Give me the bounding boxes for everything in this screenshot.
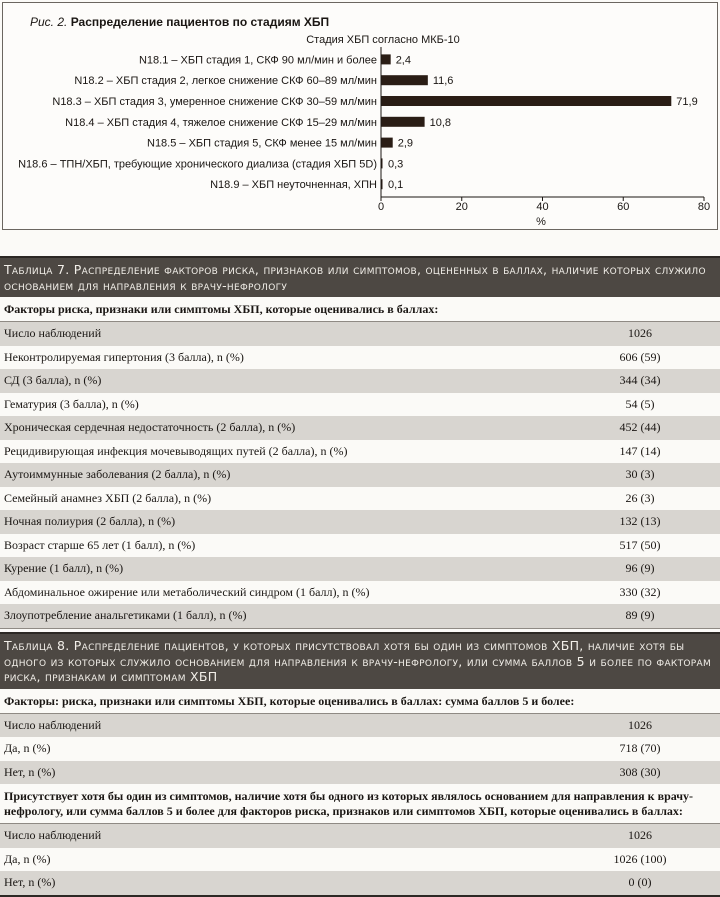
row-label: Число наблюдений <box>4 326 102 341</box>
figure-caption-prefix: Рис. 2. <box>30 15 68 29</box>
row-value: 517 (50) <box>619 537 661 552</box>
bar <box>381 179 383 190</box>
table-7-title: Таблица 7. Распределение факторов риска,… <box>0 256 720 297</box>
category-label: N18.6 – ТПН/ХБП, требующие хронического … <box>18 158 377 170</box>
data-label: 0,1 <box>388 179 403 191</box>
row-label: Ночная полиурия (2 балла), n (%) <box>4 514 176 529</box>
table-row: Семейный анамнез ХБП (2 балла), n (%) 26 … <box>0 487 720 511</box>
table-row: Абдоминальное ожирение или метаболически… <box>0 581 720 605</box>
category-label: N18.1 – ХБП стадия 1, СКФ 90 мл/мин и бо… <box>139 54 377 66</box>
bar <box>381 75 428 86</box>
data-label: 2,4 <box>396 54 411 66</box>
x-axis-label: % <box>536 216 546 228</box>
table-row: Гематурия (3 балла), n (%) 54 (5) <box>0 393 720 417</box>
row-value: 718 (70) <box>619 741 661 756</box>
table-row: Аутоиммунные заболевания (2 балла), n (%… <box>0 463 720 487</box>
category-label: N18.5 – ХБП стадия 5, СКФ менее 15 мл/ми… <box>147 138 377 150</box>
table-row: Рецидивирующая инфекция мочевыводящих пу… <box>0 440 720 464</box>
row-label: Нет, n (%) <box>4 764 56 779</box>
category-label: N18.2 – ХБП стадия 2, легкое снижение СК… <box>74 75 377 87</box>
row-value: 344 (34) <box>619 373 661 388</box>
table-row: СД (3 балла), n (%) 344 (34) <box>0 369 720 393</box>
table-row: Неконтролируемая гипертония (3 балла), n… <box>0 346 720 370</box>
row-value: 132 (13) <box>619 514 661 529</box>
row-value: 54 (5) <box>625 396 655 411</box>
row-label: Неконтролируемая гипертония (3 балла), n… <box>4 349 244 364</box>
table-row: Число наблюдений 1026 <box>0 322 720 346</box>
row-label: Число наблюдений <box>4 717 102 732</box>
table-8-subheader-2: Присутствует хотя бы один из симптомов, … <box>0 784 720 824</box>
table-row: Нет, n (%) 308 (30) <box>0 760 720 784</box>
category-label: N18.3 – ХБП стадия 3, умеренное снижение… <box>52 96 377 108</box>
row-label: Нет, n (%) <box>4 875 56 890</box>
bar <box>381 158 383 169</box>
table-row: Возраст старше 65 лет (1 балл), n (%) 517… <box>0 534 720 558</box>
data-label: 11,6 <box>433 75 454 87</box>
row-value: 1026 <box>628 326 652 341</box>
row-value: 1026 <box>628 828 652 843</box>
table-row: Ночная полиурия (2 балла), n (%) 132 (13) <box>0 510 720 534</box>
row-label: Гематурия (3 балла), n (%) <box>4 396 139 411</box>
row-value: 147 (14) <box>619 443 661 458</box>
table-row: Злоупотребление анальгетиками (1 балл), … <box>0 604 720 628</box>
figure-box: Рис. 2. Распределение пациентов по стади… <box>2 2 718 230</box>
x-tick-label: 80 <box>698 201 710 213</box>
table-row: Число наблюдений 1026 <box>0 713 720 737</box>
data-label: 0,3 <box>388 158 403 170</box>
x-tick-label: 60 <box>617 201 629 213</box>
table-row: Нет, n (%) 0 (0) <box>0 871 720 895</box>
row-label: Возраст старше 65 лет (1 балл), n (%) <box>4 537 196 552</box>
data-label: 10,8 <box>430 117 451 129</box>
row-value: 26 (3) <box>625 490 655 505</box>
row-value: 0 (0) <box>628 875 652 890</box>
table-7-subheader: Факторы риска, признаки или симптомы ХБП… <box>0 297 720 322</box>
row-label: Число наблюдений <box>4 828 102 843</box>
table-row: Да, n (%) 718 (70) <box>0 737 720 761</box>
table-row: Хроническая сердечная недостаточность (2… <box>0 416 720 440</box>
bar <box>381 137 393 148</box>
row-label: Абдоминальное ожирение или метаболически… <box>4 584 370 599</box>
row-label: Да, n (%) <box>4 851 51 866</box>
bar-chart: Стадия ХБП согласно МКБ-10 % N18.1 – ХБП… <box>18 34 710 228</box>
row-value: 89 (9) <box>625 608 655 623</box>
table-7: Таблица 7. Распределение факторов риска,… <box>0 256 720 629</box>
category-label: N18.4 – ХБП стадия 4, тяжелое снижение С… <box>65 117 377 129</box>
data-label: 2,9 <box>398 138 413 150</box>
figure-caption-text: Распределение пациентов по стадиям ХБП <box>70 15 330 29</box>
bar <box>381 116 425 127</box>
row-value: 1026 <box>628 717 652 732</box>
row-label: Да, n (%) <box>4 741 51 756</box>
x-tick-label: 0 <box>378 201 384 213</box>
bar <box>381 96 672 106</box>
table-8-subheader-1: Факторы: риска, признаки или симптомы ХБ… <box>0 689 720 714</box>
row-label: Хроническая сердечная недостаточность (2… <box>4 420 296 435</box>
data-label: 71,9 <box>676 96 697 108</box>
row-label: Курение (1 балл), n (%) <box>4 561 124 576</box>
row-label: Семейный анамнез ХБП (2 балла), n (%) <box>4 490 212 505</box>
category-label: N18.9 – ХБП неуточненная, ХПН <box>210 179 377 191</box>
row-label: Аутоиммунные заболевания (2 балла), n (%… <box>4 467 231 482</box>
table-8-title: Таблица 8. Распределение пациентов, у ко… <box>0 632 720 689</box>
row-value: 330 (32) <box>619 584 661 599</box>
row-value: 1026 (100) <box>613 851 667 866</box>
table-row: Число наблюдений 1026 <box>0 824 720 848</box>
figure-caption: Рис. 2. Распределение пациентов по стади… <box>30 15 329 29</box>
row-label: Злоупотребление анальгетиками (1 балл), … <box>4 608 247 623</box>
row-label: Рецидивирующая инфекция мочевыводящих пу… <box>4 443 348 458</box>
row-value: 308 (30) <box>619 764 661 779</box>
table-row: Курение (1 балл), n (%) 96 (9) <box>0 557 720 581</box>
row-value: 30 (3) <box>625 467 655 482</box>
table-8: Таблица 8. Распределение пациентов, у ко… <box>0 632 720 897</box>
row-label: СД (3 балла), n (%) <box>4 373 102 388</box>
x-tick-label: 20 <box>456 201 468 213</box>
row-value: 452 (44) <box>619 420 661 435</box>
table-row: Да, n (%) 1026 (100) <box>0 848 720 872</box>
row-value: 96 (9) <box>625 561 655 576</box>
category-axis-label: Стадия ХБП согласно МКБ-10 <box>306 34 460 46</box>
row-value: 606 (59) <box>619 349 661 364</box>
bar <box>381 54 391 65</box>
x-tick-label: 40 <box>536 201 548 213</box>
